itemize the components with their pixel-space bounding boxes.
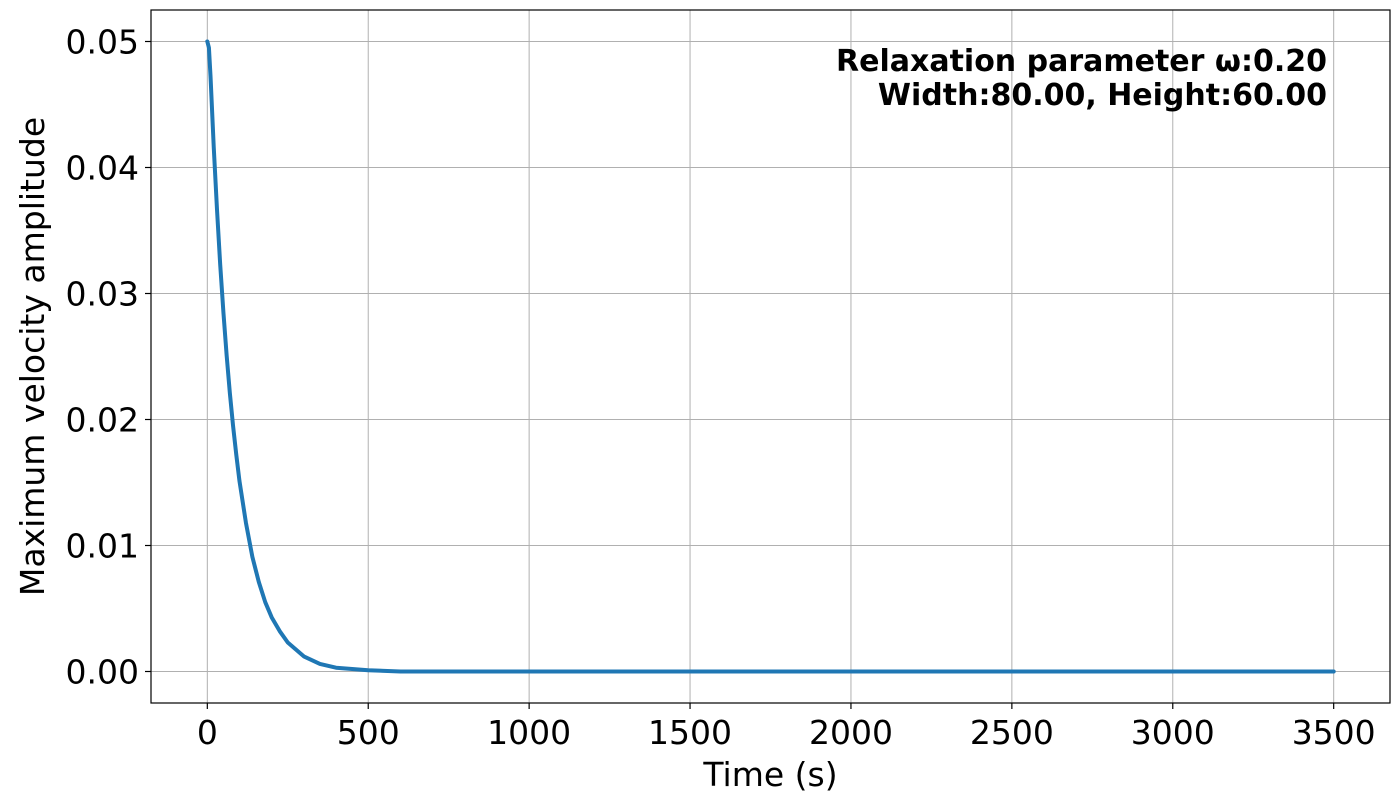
x-tick-label: 0 <box>197 713 218 752</box>
y-tick-label: 0.02 <box>66 401 139 440</box>
plot-area-frame <box>150 9 1391 704</box>
series-layer <box>205 39 1336 674</box>
grid <box>151 10 1390 703</box>
x-tick-label: 3500 <box>1292 713 1376 752</box>
velocity-amplitude-line <box>205 39 1336 674</box>
x-tick-label: 1000 <box>487 713 571 752</box>
x-axis-ticks: 0 500 1000 1500 2000 2500 3000 3500 <box>197 703 1376 752</box>
annotation-dimensions: Width:80.00, Height:60.00 <box>878 78 1327 113</box>
y-tick-label: 0.00 <box>66 653 139 692</box>
y-axis-title: Maximum velocity amplitude <box>13 117 52 596</box>
x-tick-label: 3000 <box>1131 713 1215 752</box>
annotation-relaxation-parameter: Relaxation parameter ω:0.20 <box>836 44 1327 79</box>
x-tick-label: 2500 <box>970 713 1054 752</box>
y-tick-label: 0.04 <box>66 149 139 188</box>
y-tick-label: 0.01 <box>66 527 139 566</box>
x-tick-label: 2000 <box>809 713 893 752</box>
x-axis-title: Time (s) <box>702 755 837 794</box>
x-tick-label: 500 <box>337 713 400 752</box>
y-tick-label: 0.03 <box>66 275 139 314</box>
y-axis-ticks: 0.00 0.01 0.02 0.03 0.04 0.05 <box>66 23 151 692</box>
y-tick-label: 0.05 <box>66 23 139 62</box>
x-tick-label: 1500 <box>648 713 732 752</box>
